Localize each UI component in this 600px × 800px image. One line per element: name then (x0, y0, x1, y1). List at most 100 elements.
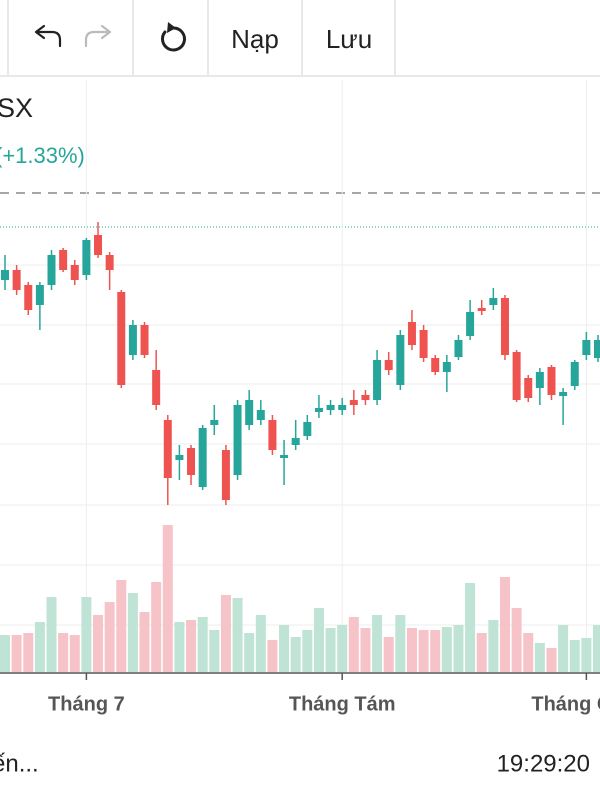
undo-icon[interactable] (34, 24, 62, 48)
candle-body (221, 450, 230, 500)
volume-bar (290, 637, 301, 672)
candle-body (12, 270, 21, 290)
clock: 19:29:20 (497, 750, 590, 777)
volume-bar (418, 630, 429, 672)
candle-body (163, 420, 172, 478)
volume-bar (476, 633, 487, 672)
candle-body (175, 455, 184, 460)
chart-subtitle: (+1.33%) (0, 143, 85, 168)
candle-body (582, 340, 591, 355)
volume-bar (279, 625, 290, 672)
candle-body (268, 420, 277, 450)
candle-body (361, 395, 370, 400)
save-button[interactable]: Lưu (326, 24, 372, 54)
volume-bar (186, 620, 197, 672)
volume-bar (267, 640, 278, 672)
candle-body (431, 358, 440, 372)
volume-bar (11, 635, 22, 672)
candle-body (547, 367, 556, 395)
candle-body (477, 308, 486, 311)
candle-body (326, 405, 335, 410)
volume-bar (488, 620, 499, 672)
redo-icon[interactable] (84, 24, 112, 48)
candle-body (1, 270, 9, 280)
candle-body (128, 325, 137, 355)
volume-bar (534, 643, 545, 672)
reset-arrow (167, 22, 176, 33)
candle-body (94, 235, 103, 255)
candle-body (570, 362, 579, 386)
volume-bar (151, 582, 162, 672)
candle-body (59, 250, 68, 270)
volume-bar (372, 615, 383, 672)
volume-bar (360, 628, 371, 672)
candle-body (373, 360, 382, 400)
x-tick-label: Tháng 7 (48, 693, 125, 715)
volume-bar (499, 577, 510, 672)
volume-bar (116, 580, 127, 672)
volume-bar (197, 617, 208, 672)
plot: Tháng 7 Tháng Tám Tháng Chín (0, 80, 600, 715)
volume-bar (325, 628, 336, 672)
candle-body (489, 298, 498, 305)
volume-bar (81, 597, 92, 672)
reset-icon[interactable] (161, 26, 186, 52)
volume-bar (511, 608, 522, 672)
candle-body (303, 422, 312, 436)
candle-body (384, 360, 393, 370)
volume-bar (348, 617, 359, 672)
volume-bar (232, 598, 243, 672)
candle-body (152, 370, 161, 405)
candle-body (559, 392, 568, 396)
candle-body (594, 340, 600, 358)
volume-bar (441, 627, 452, 672)
x-tick-label: Tháng Tám (289, 693, 396, 715)
candle-body (407, 322, 416, 345)
candle-body (82, 240, 91, 275)
volume-bar (430, 630, 441, 672)
volume-bar (58, 633, 69, 672)
volume-bar (523, 633, 534, 672)
candle-body (105, 255, 114, 270)
volume-bar (465, 583, 476, 672)
status-text: ến... (0, 750, 39, 777)
x-tick-label: Tháng Chín (531, 693, 600, 715)
volume-bar (337, 625, 348, 672)
volume-bar (406, 628, 417, 672)
volume-bar (46, 597, 57, 672)
candle-body (47, 255, 56, 285)
candle-body (245, 400, 254, 425)
candle-body (210, 420, 219, 425)
volume-bar (162, 525, 173, 672)
candle-body (512, 352, 521, 400)
volume-bar (546, 648, 557, 672)
candle-body (349, 400, 358, 405)
candle-body (140, 325, 149, 355)
volume-bar (209, 630, 220, 672)
volume-bar (558, 625, 569, 672)
volume-bar (69, 635, 80, 672)
volume-bar (302, 630, 313, 672)
load-button[interactable]: Nạp (231, 24, 279, 54)
volume-bar (453, 625, 464, 672)
candle-body (338, 405, 347, 410)
candle-body (535, 372, 544, 388)
candle-body (70, 265, 79, 280)
volume-bar (395, 615, 406, 672)
volume-bar (581, 638, 592, 672)
candle-body (198, 428, 207, 487)
volume-bar (139, 612, 150, 672)
candle-body (291, 438, 300, 445)
volume-bar (383, 637, 394, 672)
candle-body (419, 330, 428, 358)
volume-bar (313, 608, 324, 672)
candle-body (314, 408, 323, 412)
candle-body (35, 285, 44, 305)
chart-title: SX (0, 93, 33, 123)
volume-bar (220, 595, 231, 672)
volume-bar (93, 615, 104, 672)
volume-bar (255, 615, 266, 672)
volume-bar (593, 625, 600, 672)
toolbar: Nạp Lưu (0, 0, 600, 77)
